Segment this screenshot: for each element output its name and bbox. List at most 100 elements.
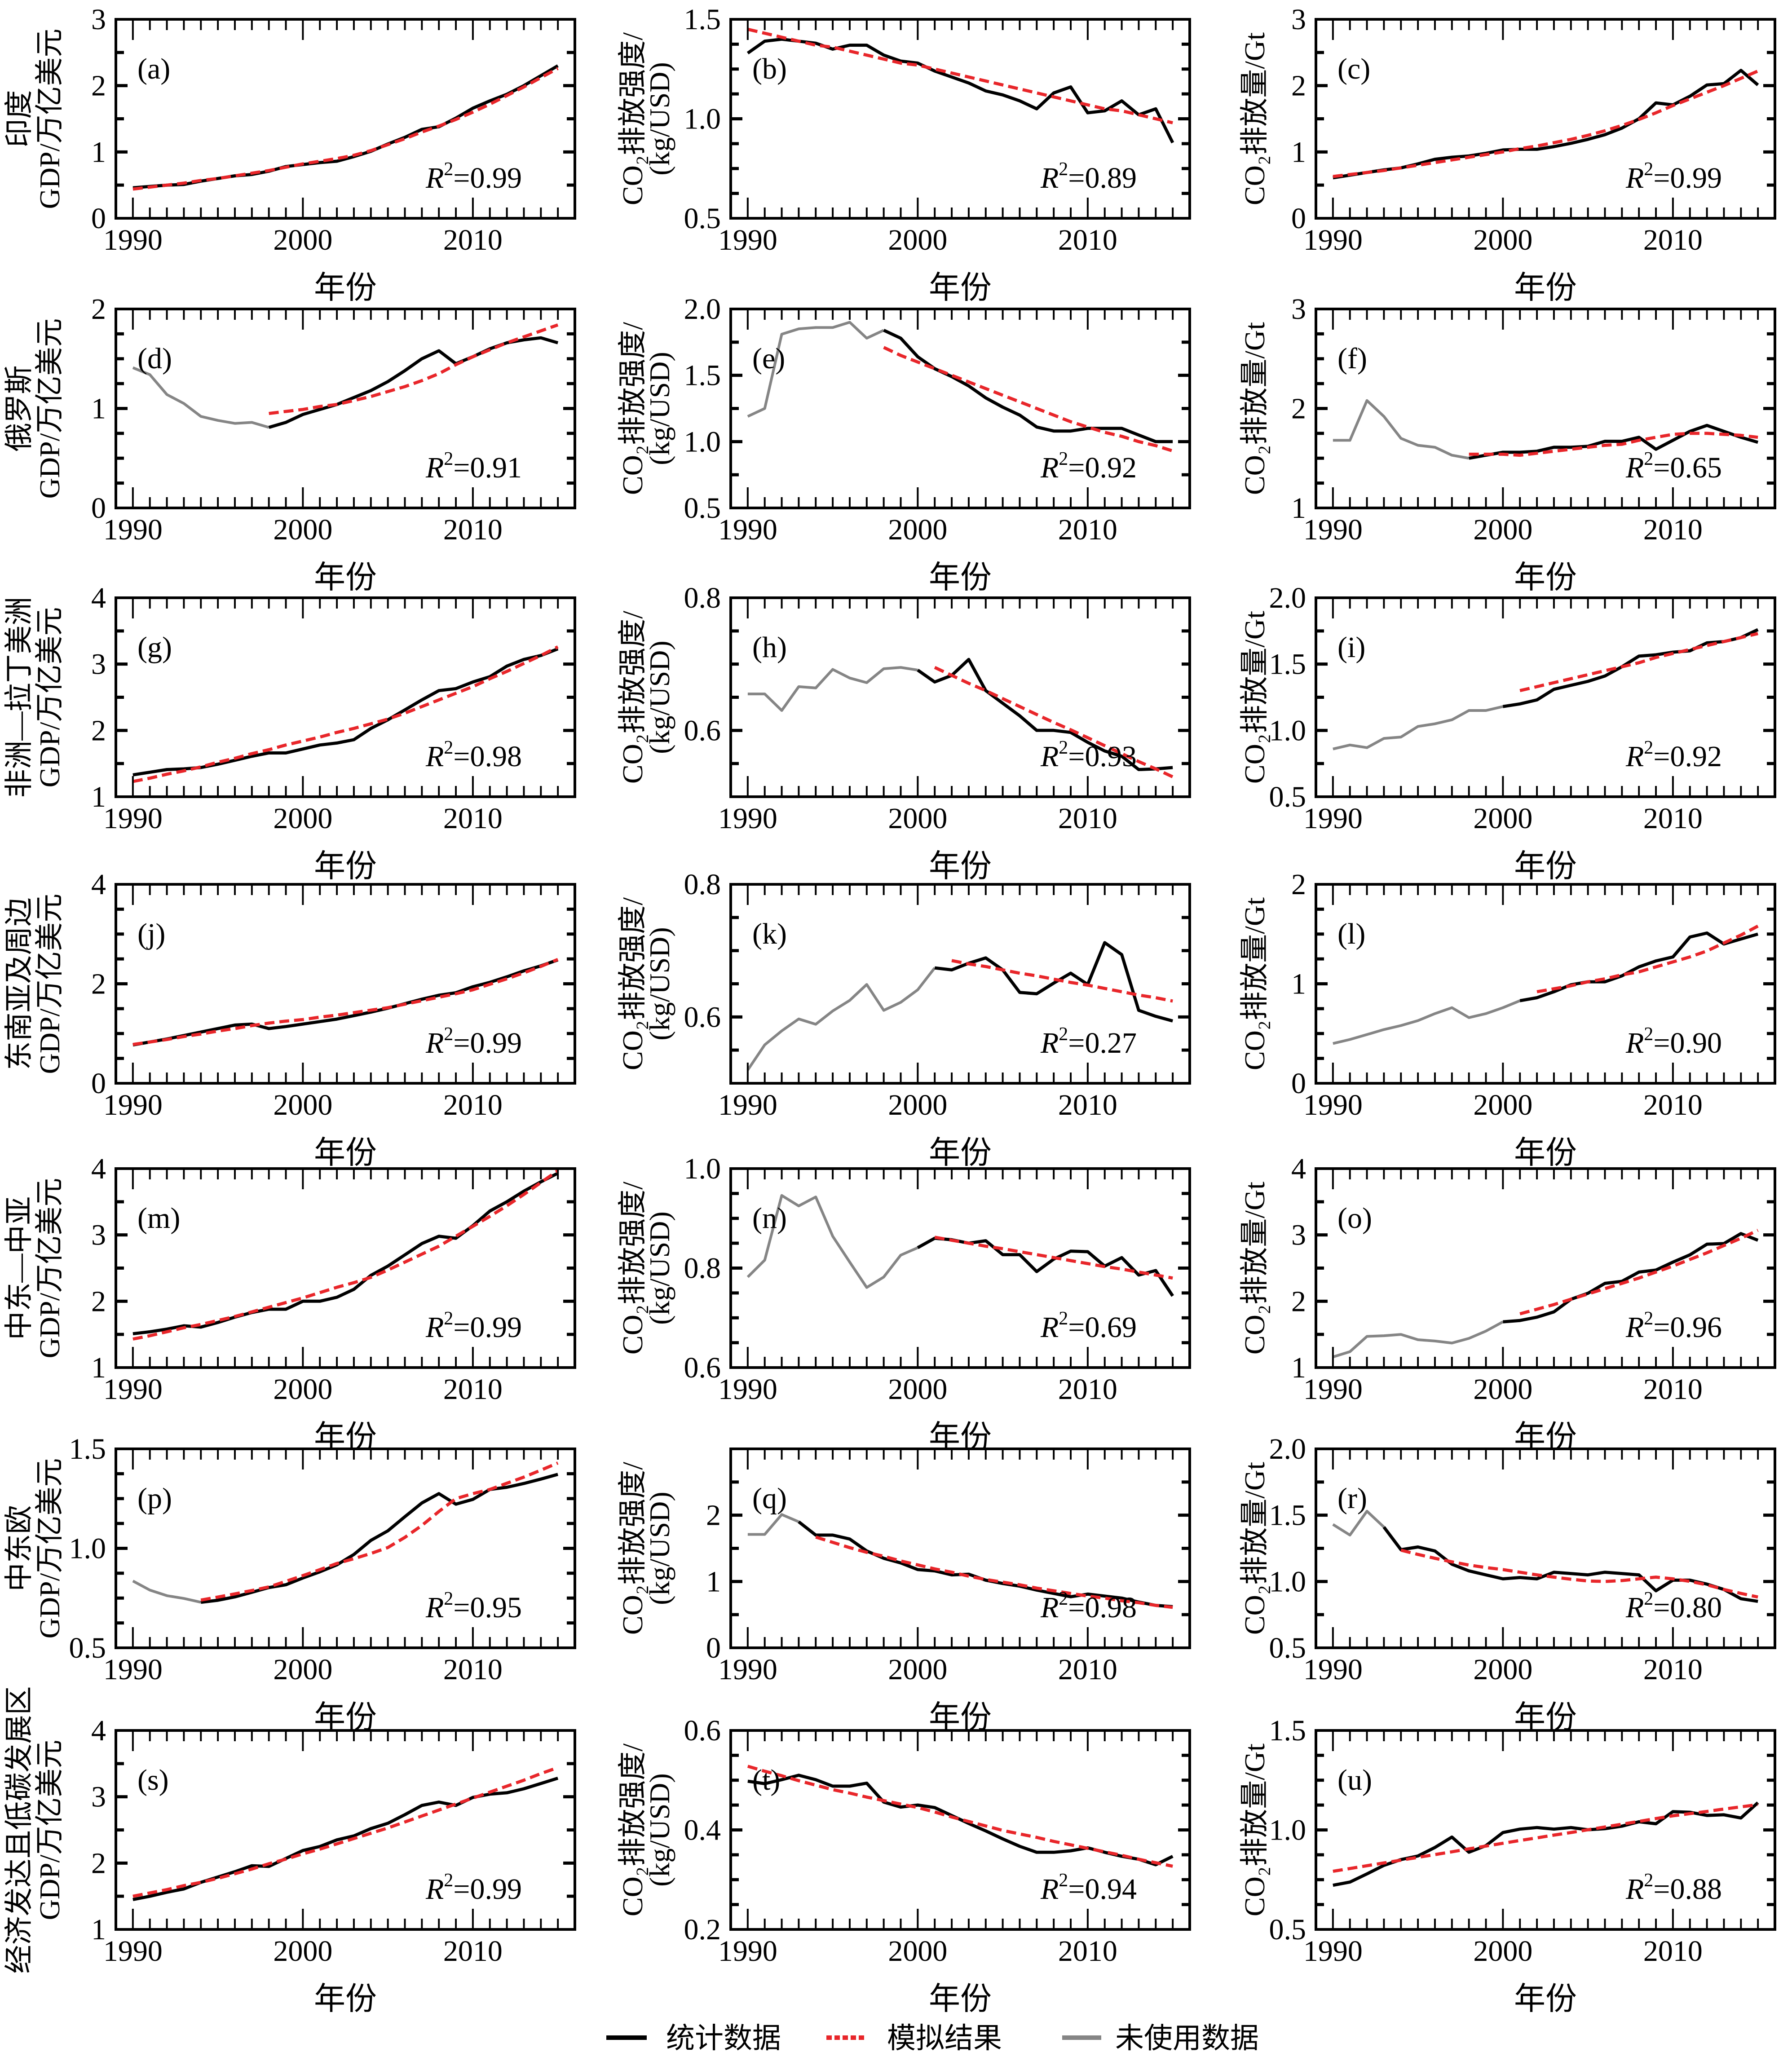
series-group — [1332, 1509, 1758, 1603]
r-squared-annotation: R2=0.94 — [1040, 1870, 1137, 1906]
x-tick-label: 2000 — [273, 224, 332, 256]
y-axis-title-line: (kg/USD) — [644, 1492, 675, 1605]
y-axis-title-line: 中东欧 — [3, 1505, 35, 1592]
panel-label: (e) — [752, 342, 785, 375]
x-tick-label: 2010 — [443, 224, 503, 256]
series-group — [132, 958, 559, 1047]
x-tick-label: 2010 — [1058, 1373, 1117, 1406]
series-group — [1333, 924, 1759, 1045]
series-line-unused — [1332, 1509, 1385, 1536]
r-squared-symbol: R — [425, 740, 444, 773]
x-tick-label: 2010 — [1058, 1653, 1117, 1686]
r-squared-symbol: R — [1625, 740, 1644, 773]
r-squared-power: 2 — [1059, 737, 1068, 758]
r-squared-equals: = — [1653, 740, 1670, 773]
series-line-simulated — [1469, 432, 1758, 457]
axis-ticks — [116, 884, 575, 1083]
r-squared-annotation: R2=0.93 — [1040, 737, 1137, 773]
x-tick-label: 2010 — [443, 1089, 503, 1121]
x-tick-label: 1990 — [718, 1089, 777, 1121]
x-axis-title: 年份 — [929, 849, 992, 884]
panel-t: 1990 2000 2010 0.2 0.4 0.6 年份 CO₂排放强度/(kg/USD) (… — [617, 1714, 1191, 2017]
series-line-statistical — [934, 941, 1174, 1023]
r-squared-value: 0.98 — [1085, 1591, 1137, 1624]
series-line-simulated — [747, 27, 1173, 124]
x-tick-label: 2000 — [1473, 1089, 1532, 1121]
y-axis-title-line: CO₂排放强度/ — [617, 1743, 649, 1916]
series-group — [1333, 1801, 1759, 1887]
x-tick-label: 2010 — [443, 802, 503, 835]
x-tick-label: 1990 — [103, 1373, 163, 1406]
y-tick-label: 1 — [706, 1565, 721, 1598]
y-tick-label: 1 — [1291, 1351, 1306, 1384]
axis-ticks — [731, 1169, 1190, 1368]
r-squared-value: 0.98 — [470, 740, 522, 773]
x-tick-label: 1990 — [1303, 802, 1363, 835]
series-line-simulated — [1519, 632, 1758, 693]
r-squared-value: 0.95 — [470, 1591, 522, 1624]
y-axis-title-line: CO₂排放量/Gt — [1239, 322, 1271, 495]
series-group — [746, 941, 1174, 1071]
x-tick-label: 2000 — [1473, 1373, 1532, 1406]
y-axis-title-line: GDP/万亿美元 — [34, 29, 66, 209]
panel-label: (m) — [137, 1202, 180, 1235]
panel-k: 1990 2000 2010 0.6 0.8 年份 CO₂排放强度/(kg/USD) (k) R… — [617, 868, 1191, 1170]
axis-ticks — [1316, 19, 1775, 218]
series-group — [1333, 1229, 1759, 1359]
x-tick-label: 2010 — [1643, 224, 1703, 256]
r-squared-symbol: R — [1040, 451, 1059, 484]
legend-item-statistical: 统计数据 — [606, 2022, 781, 2054]
y-tick-label: 0.6 — [684, 1714, 721, 1747]
axis-ticks — [731, 1449, 1190, 1648]
y-tick-label: 2.0 — [1269, 582, 1306, 614]
x-tick-label: 1990 — [103, 224, 163, 256]
x-axis-title: 年份 — [314, 849, 377, 884]
r-squared-symbol: R — [1040, 740, 1059, 773]
y-tick-label: 2 — [1291, 393, 1306, 425]
r-squared-equals: = — [1068, 1311, 1085, 1344]
series-line-simulated — [747, 1765, 1173, 1868]
r-squared-value: 0.92 — [1085, 451, 1137, 484]
y-tick-label: 2 — [91, 1285, 106, 1318]
x-tick-label: 2000 — [888, 1089, 947, 1121]
panel-b: 1990 2000 2010 0.5 1.0 1.5 年份 CO₂排放强度/(kg/USD) (… — [617, 3, 1191, 305]
r-squared-equals: = — [1068, 451, 1085, 484]
x-tick-label: 2010 — [1058, 802, 1117, 835]
r-squared-power: 2 — [1644, 1589, 1653, 1609]
x-tick-label: 2000 — [1473, 513, 1532, 546]
x-tick-label: 2010 — [1058, 224, 1117, 256]
x-axis-title: 年份 — [314, 560, 377, 595]
x-tick-label: 2010 — [1643, 802, 1703, 835]
r-squared-annotation: R2=0.91 — [425, 449, 522, 484]
r-squared-power: 2 — [1059, 449, 1068, 469]
series-group — [132, 1766, 559, 1902]
y-tick-label: 0.4 — [684, 1814, 721, 1847]
r-squared-annotation: R2=0.98 — [425, 737, 522, 773]
r-squared-power: 2 — [1644, 737, 1653, 758]
r-squared-annotation: R2=0.98 — [1040, 1589, 1137, 1624]
series-line-simulated — [269, 323, 559, 415]
x-tick-label: 1990 — [1303, 1089, 1363, 1121]
r-squared-annotation: R2=0.69 — [1040, 1308, 1137, 1344]
axis-ticks — [1316, 1449, 1775, 1648]
x-tick-label: 1990 — [1303, 513, 1363, 546]
axis-ticks — [116, 1449, 575, 1648]
y-tick-label: 1.5 — [69, 1433, 106, 1465]
x-tick-label: 2010 — [1643, 1935, 1703, 1968]
axis-ticks — [731, 1730, 1190, 1929]
x-axis-title: 年份 — [1514, 271, 1577, 305]
x-axis-title: 年份 — [929, 560, 992, 595]
panel-label: (s) — [137, 1764, 169, 1796]
axis-ticks — [1316, 884, 1775, 1083]
y-axis-title-line: (kg/USD) — [644, 927, 675, 1040]
series-line-simulated — [1519, 1229, 1759, 1315]
y-tick-label: 1.5 — [1269, 648, 1306, 681]
panel-label: (l) — [1337, 918, 1365, 950]
y-tick-label: 3 — [1291, 293, 1306, 326]
series-group — [1333, 628, 1759, 750]
y-tick-label: 3 — [91, 3, 106, 36]
series-line-statistical — [132, 64, 559, 190]
